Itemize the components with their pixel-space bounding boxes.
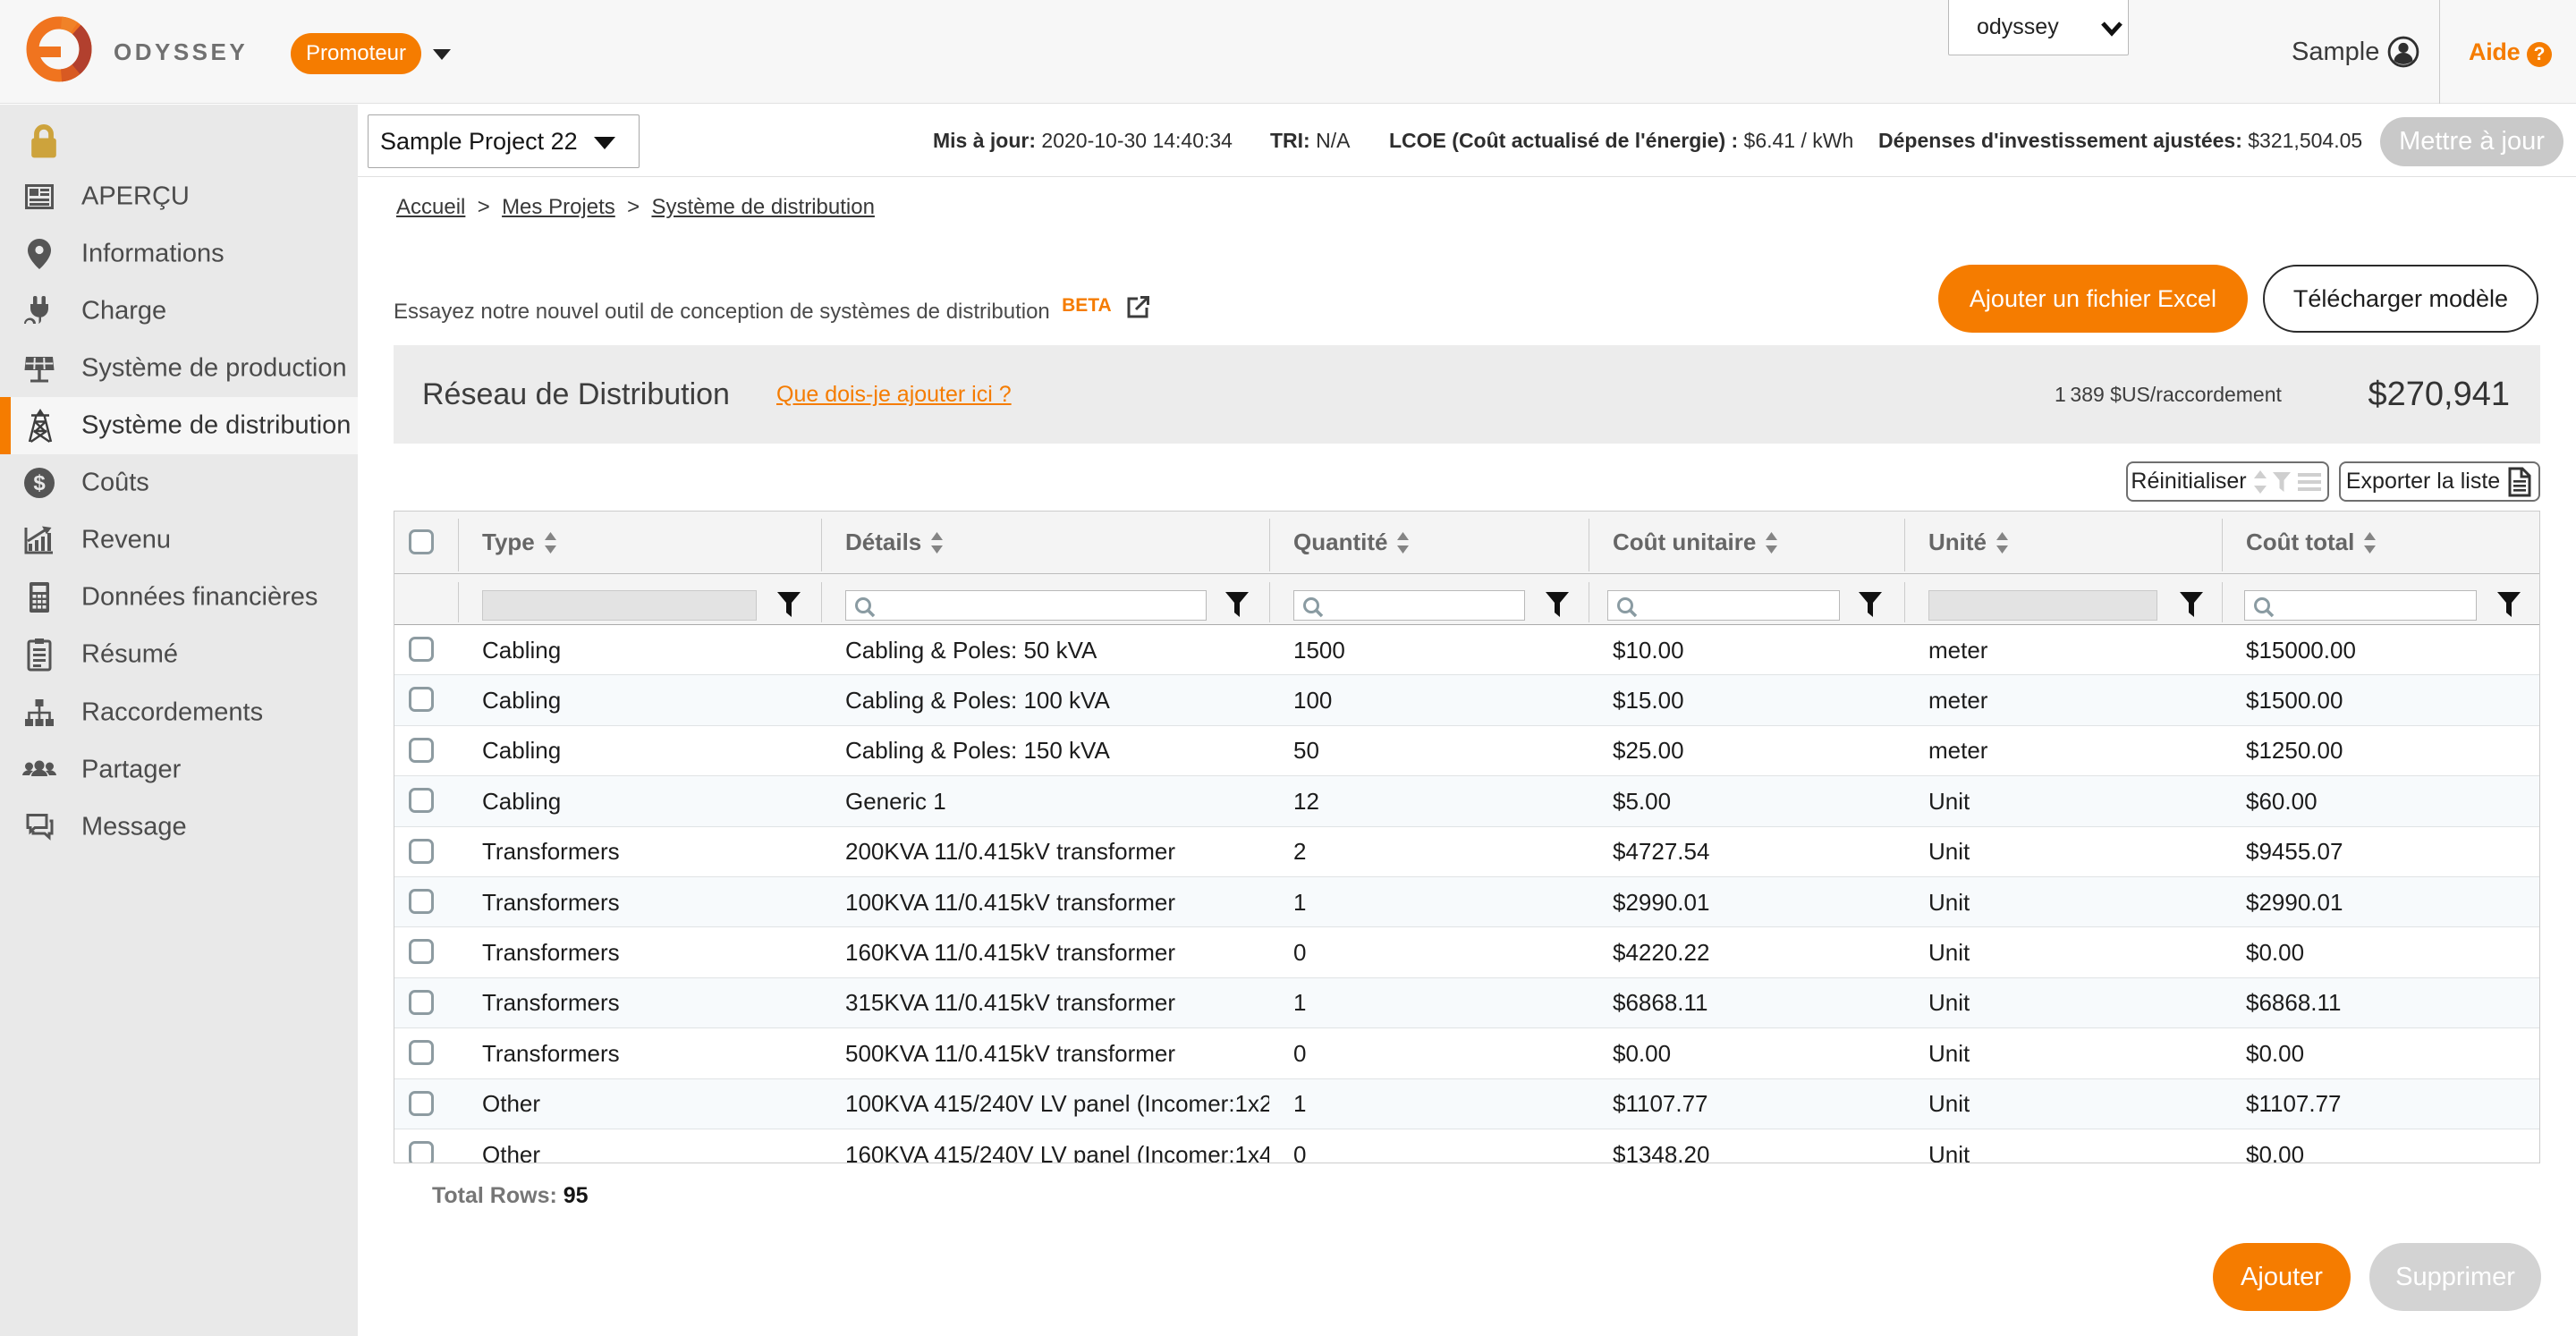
svg-text:$: $ bbox=[33, 471, 46, 495]
